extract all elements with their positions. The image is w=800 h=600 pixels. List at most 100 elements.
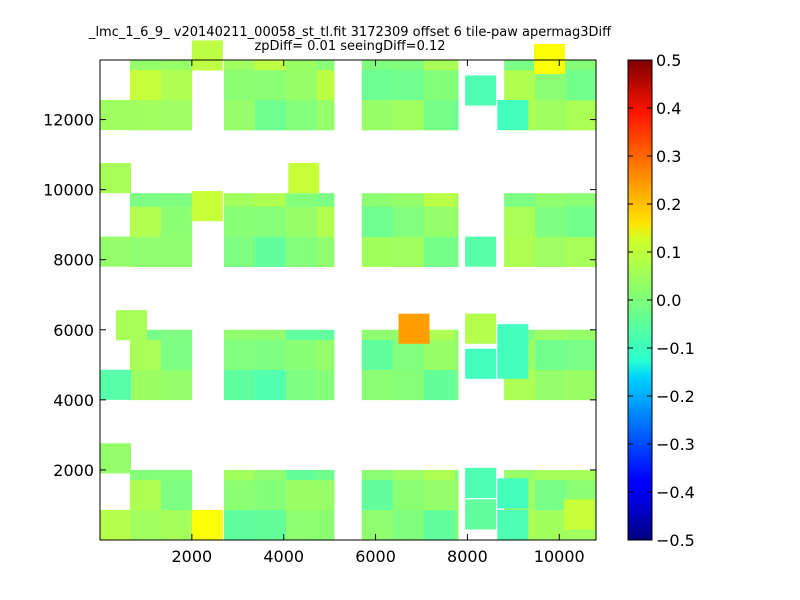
heatmap-cell <box>423 509 456 541</box>
heatmap-cell <box>100 99 131 131</box>
heatmap-cell <box>535 236 567 268</box>
heatmap-cell <box>454 469 459 481</box>
heatmap-cell <box>392 206 425 237</box>
heatmap-cell <box>566 369 597 401</box>
y-tick-label: 12000 <box>43 111 94 130</box>
heatmap-cell <box>224 69 256 101</box>
y-tick-label: 2000 <box>53 461 94 480</box>
heatmap-cell <box>361 60 394 71</box>
heatmap-cell <box>224 206 256 237</box>
heatmap-cell <box>286 69 318 101</box>
heatmap-cell <box>392 509 425 541</box>
heatmap-cell <box>160 60 193 71</box>
heatmap-cell <box>191 509 223 540</box>
heatmap-cell <box>286 329 318 340</box>
heatmap-cell <box>224 339 256 371</box>
heatmap-cell <box>255 193 287 207</box>
heatmap-cell <box>160 99 193 131</box>
heatmap-cell <box>423 369 456 401</box>
colorbar-tick-label: −0.2 <box>656 387 695 406</box>
heatmap-cell <box>255 69 287 101</box>
heatmap-cell <box>504 206 536 237</box>
heatmap-cell <box>191 40 223 71</box>
heatmap-cell <box>129 60 162 71</box>
heatmap-cell <box>317 339 335 371</box>
heatmap-cell <box>129 206 162 237</box>
heatmap-cell <box>160 329 193 340</box>
heatmap-cell <box>497 348 529 379</box>
heatmap-cell <box>497 478 529 509</box>
heatmap-cell <box>534 43 565 75</box>
heatmap-cell <box>100 443 131 474</box>
heatmap-cell <box>100 369 131 400</box>
heatmap-cell <box>535 469 567 481</box>
heatmap-cell <box>361 329 394 340</box>
heatmap-cell <box>224 193 256 207</box>
heatmap-cell <box>454 236 459 268</box>
heatmap-cell <box>361 69 394 101</box>
heatmap-cell <box>566 339 597 371</box>
heatmap-cell <box>286 479 318 511</box>
heatmap-cell <box>465 313 497 344</box>
heatmap-cell <box>129 479 162 511</box>
heatmap-cell <box>286 469 318 481</box>
colorbar-tick-label: 0.0 <box>656 291 681 310</box>
y-tick-label: 4000 <box>53 391 94 410</box>
heatmap-cell <box>392 193 425 207</box>
colorbar-tick-label: 0.2 <box>656 195 681 214</box>
heatmap-cell <box>317 193 335 207</box>
heatmap-cell <box>361 509 394 541</box>
heatmap-cell <box>224 509 256 541</box>
heatmap-cell <box>160 479 193 511</box>
heatmap-cell <box>286 236 318 268</box>
heatmap-cell <box>361 479 394 511</box>
heatmap-cell <box>454 69 459 101</box>
heatmap-cell <box>317 206 335 237</box>
heatmap-cell <box>129 236 162 268</box>
heatmap-cell <box>224 99 256 131</box>
heatmap-cell <box>392 369 425 401</box>
heatmap-cell <box>566 193 597 207</box>
heatmap-cell <box>392 60 425 71</box>
heatmap-cell <box>361 339 394 371</box>
heatmap-cells <box>100 40 597 541</box>
heatmap-cell <box>392 99 425 131</box>
heatmap-cell <box>566 469 597 481</box>
x-tick-label: 8000 <box>447 547 488 566</box>
heatmap-cell <box>361 193 394 207</box>
heatmap-cell <box>317 236 335 268</box>
heatmap-cell <box>317 509 335 541</box>
heatmap-cell <box>317 369 335 401</box>
heatmap-cell <box>465 467 497 498</box>
heatmap-cell <box>566 236 597 268</box>
heatmap-cell <box>255 369 287 401</box>
colorbar-tick-label: −0.1 <box>656 339 695 358</box>
colorbar-tick-label: 0.3 <box>656 147 681 166</box>
heatmap-cell <box>255 206 287 237</box>
heatmap-cell <box>224 479 256 511</box>
heatmap-cell <box>255 509 287 541</box>
heatmap-cell <box>160 193 193 207</box>
heatmap-cell <box>423 479 456 511</box>
heatmap-cell <box>423 60 456 71</box>
colorbar-tick-label: 0.4 <box>656 99 681 118</box>
heatmap-cell <box>454 329 459 340</box>
colorbar-tick-label: 0.5 <box>656 51 681 70</box>
heatmap-cell <box>224 329 256 340</box>
heatmap-cell <box>317 479 335 511</box>
heatmap-cell <box>317 99 335 131</box>
plot-frame <box>99 59 597 541</box>
heatmap-cell <box>160 509 193 541</box>
axes: 2000 4000 6000 8000 10000 2000 4000 6000 8000 100… <box>43 60 596 566</box>
heatmap-cell <box>454 339 459 371</box>
heatmap-cell <box>160 339 193 371</box>
heatmap-cell <box>454 206 459 237</box>
heatmap-cell <box>255 479 287 511</box>
heatmap-cell <box>100 236 131 267</box>
heatmap-cell <box>129 69 162 101</box>
heatmap-cell <box>255 60 287 71</box>
heatmap-cell <box>454 509 459 541</box>
heatmap-cell <box>361 469 394 481</box>
heatmap-cell <box>224 369 256 401</box>
heatmap-cell <box>563 499 595 530</box>
